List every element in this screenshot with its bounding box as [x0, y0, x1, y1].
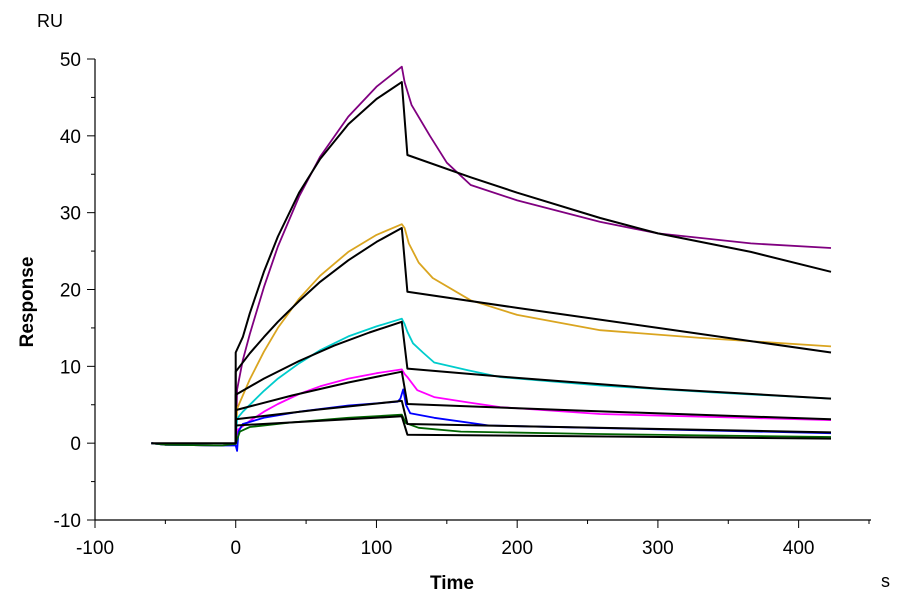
- fit-curve-8: [234, 320, 832, 444]
- measured-curve-0: [151, 65, 832, 447]
- x-unit-label: s: [881, 571, 890, 591]
- y-tick-label: 40: [60, 127, 81, 148]
- y-tick-label: -10: [54, 511, 81, 532]
- x-tick-label: 100: [361, 538, 393, 559]
- x-axis-title: Time: [430, 573, 474, 594]
- x-tick-label: 300: [642, 538, 674, 559]
- fit-curve-11: [234, 415, 832, 444]
- x-tick-label: 0: [230, 538, 241, 559]
- fit-curve-7: [234, 227, 832, 444]
- fit-curve-9: [234, 370, 832, 444]
- x-tick-label: 400: [783, 538, 815, 559]
- x-tick-label: 200: [501, 538, 533, 559]
- series-group: [151, 65, 832, 452]
- y-axis-title: Response: [17, 257, 38, 348]
- y-tick-label: 30: [60, 204, 81, 225]
- measured-curve-4: [151, 388, 832, 452]
- y-tick-label: 0: [70, 434, 81, 455]
- fit-curve-10: [234, 399, 832, 444]
- measured-curve-1: [151, 223, 832, 447]
- y-tick-label: 50: [60, 50, 81, 71]
- x-tick-label: -100: [76, 538, 114, 559]
- fit-curve-6: [151, 81, 832, 445]
- y-tick-label: 10: [60, 357, 81, 378]
- y-tick-label: 20: [60, 281, 81, 302]
- measured-curve-2: [151, 317, 832, 447]
- y-unit-label: RU: [37, 11, 63, 31]
